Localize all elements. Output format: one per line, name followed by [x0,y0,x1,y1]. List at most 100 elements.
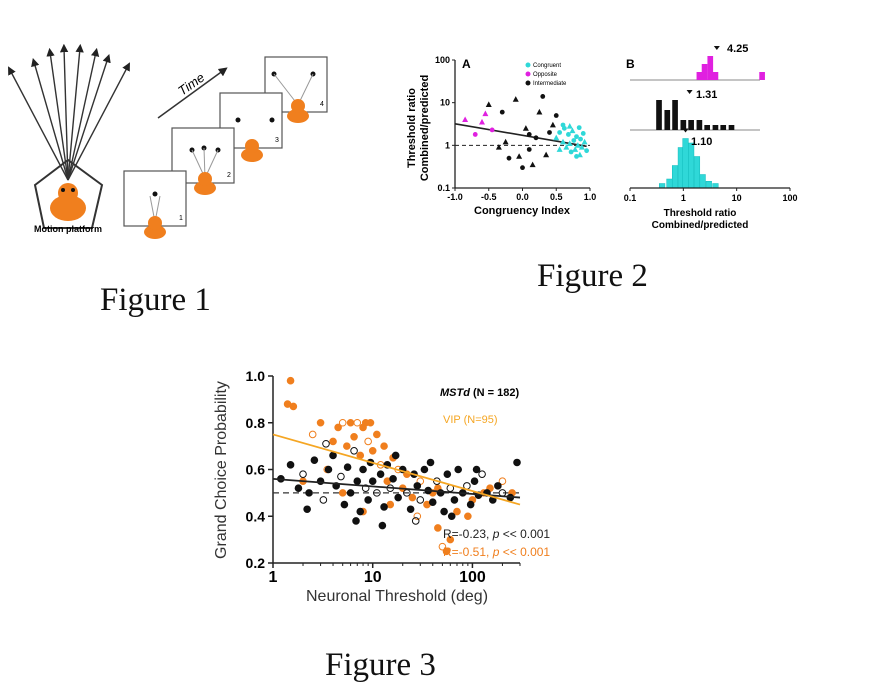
median-marker [682,128,689,133]
data-point [472,132,478,137]
y-tick-label: 100 [435,55,450,65]
data-point [413,512,422,521]
data-point [380,503,388,511]
y-tick-label: 0.8 [246,415,266,431]
figure2b-panel-letter: B [626,57,635,71]
data-point [305,489,313,497]
data-point [499,109,505,115]
data-point [329,437,337,446]
figure3-plot: 1 10 100 0.2 0.4 0.6 0.8 1.0 [246,368,521,586]
figure3-stats: R=-0.23, p << 0.001 R=-0.51, p << 0.001 [443,527,550,559]
data-point [553,134,560,141]
data-point [426,458,435,467]
figure2a-ylabel-line2: Combined/predicted [419,75,431,181]
data-point [478,470,486,478]
legend-vip: VIP (N=95) [443,414,498,426]
data-point [574,142,581,148]
figure3-legend: MSTd (N = 182) VIP (N=95) [440,387,520,426]
data-point [394,493,402,502]
frame-number-4: 4 [320,101,324,108]
data-point [580,131,586,136]
data-point [560,138,566,145]
data-point [359,465,367,474]
data-point [340,500,349,509]
data-point [482,110,489,117]
data-point [489,127,495,133]
hist-bar [672,100,678,130]
data-point [470,477,479,485]
data-point [569,127,576,134]
data-point [416,496,425,504]
legend-opposite: Opposite [533,72,558,78]
data-point [557,130,563,135]
hist-bar [696,120,703,130]
data-point [584,148,590,154]
data-point [533,135,539,141]
hist-bar [701,64,708,80]
data-point [346,418,355,427]
data-point [526,147,532,152]
hist-bar [720,125,727,130]
data-point [428,498,437,507]
data-point [366,418,375,427]
data-point [566,140,573,146]
data-point [568,149,574,155]
hist-bar [696,72,703,80]
data-point [553,113,559,118]
data-point [343,463,352,471]
hist-label-congruent: 1.10 [691,136,712,148]
data-point [294,484,303,493]
data-point [324,465,333,474]
hist-bar [688,120,694,130]
hist-bar [656,100,662,130]
data-point [303,505,311,514]
data-point [560,122,566,128]
figure3-xlabel: Neuronal Threshold (deg) [306,588,488,605]
monkey-icon [50,183,86,221]
data-point [364,437,372,446]
data-point [536,108,543,115]
x-tick-label: -0.5 [481,192,497,202]
data-point [368,447,377,455]
data-point [352,517,360,525]
data-point [485,101,492,108]
data-point [581,138,588,145]
x-tick-label: 10 [732,193,742,203]
data-point [556,146,563,152]
data-point [343,442,351,450]
legend-intermediate: Intermediate [533,81,567,87]
platform-label: Motion platform [34,224,102,234]
fit-line [272,433,521,506]
data-point [338,489,347,497]
data-point [513,458,521,467]
motion-platform-group: Motion platform [8,43,130,234]
frame-number-2: 2 [227,172,231,179]
data-point [353,477,362,485]
figure2a-plot: -1.0 -0.5 0.0 0.5 1.0 0.1 1 10 100 [435,55,596,202]
data-point [364,496,372,504]
data-point [299,470,307,478]
hist-bar [707,56,714,80]
y-tick-label: 1 [445,140,450,150]
data-point [329,451,337,460]
hist-bar [664,110,671,130]
data-point [438,542,447,551]
figure2a-xlabel: Congruency Index [474,205,571,217]
x-tick-label: 0.0 [516,192,529,202]
data-point [389,475,397,483]
data-point [443,470,452,478]
x-tick-label: 1 [269,569,278,586]
y-tick-label: 0.2 [246,555,266,571]
data-point [549,121,556,128]
data-point [286,376,295,385]
data-point [566,132,571,137]
data-point [563,144,570,150]
frame-1: 1 [123,170,187,239]
median-marker [713,46,720,50]
data-point [494,482,502,490]
figure2b-xlabel-line2: Combined/predicted [652,220,749,231]
data-point [502,138,509,145]
